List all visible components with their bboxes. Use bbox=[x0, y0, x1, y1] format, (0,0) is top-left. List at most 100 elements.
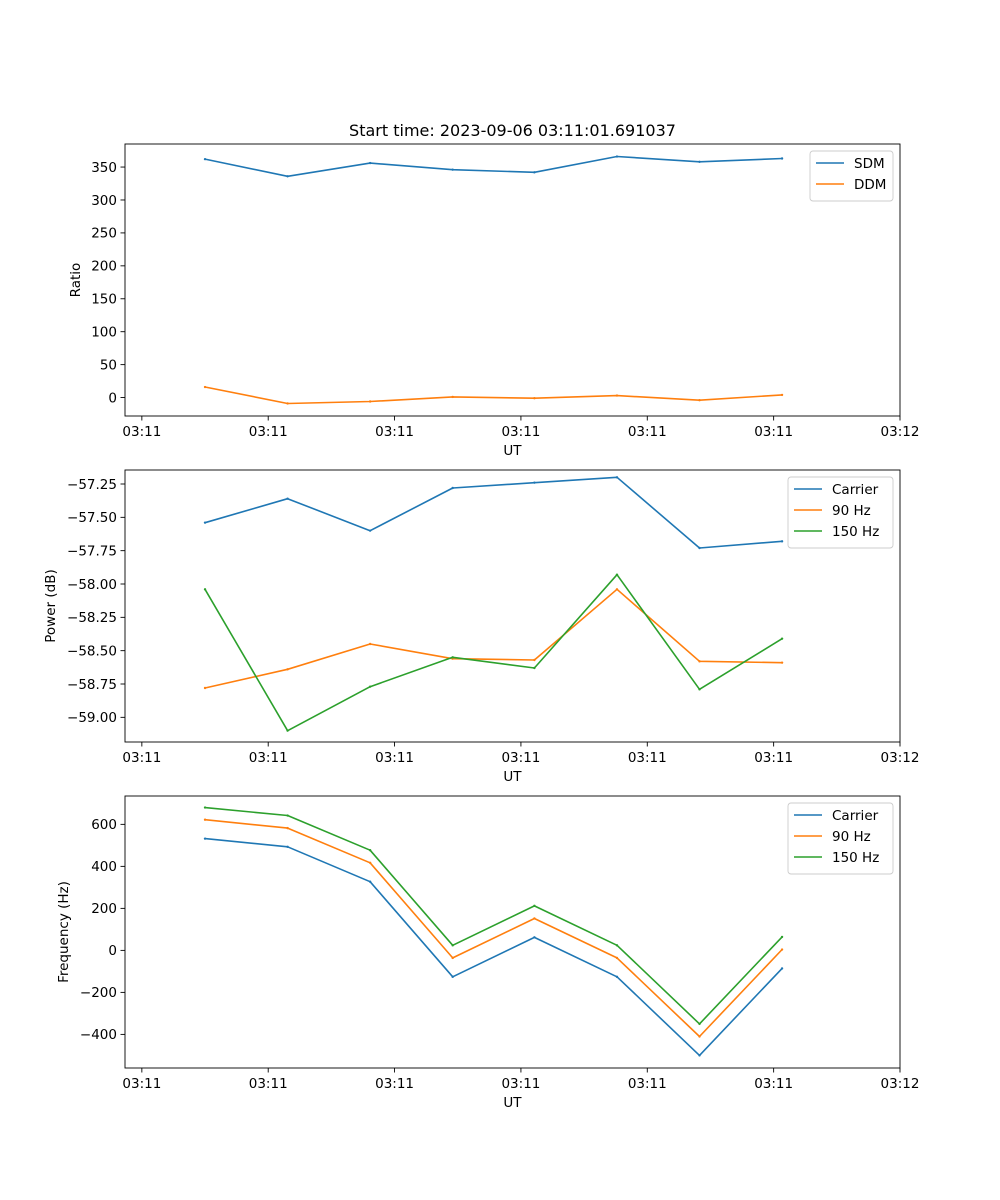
y-tick-label: 350 bbox=[91, 160, 117, 176]
data-point-sdm bbox=[698, 160, 701, 163]
data-point-150-hz bbox=[286, 729, 289, 732]
axes-frame bbox=[124, 469, 901, 743]
series-line-90-hz bbox=[204, 818, 783, 1038]
data-point-sdm bbox=[780, 157, 784, 160]
data-point-90-hz bbox=[286, 668, 289, 671]
data-point-90-hz bbox=[615, 956, 619, 960]
data-point-carrier bbox=[286, 497, 289, 500]
series-line-90-hz bbox=[204, 588, 783, 689]
data-point-carrier bbox=[286, 845, 289, 849]
x-axis-label: UT bbox=[503, 1095, 522, 1111]
data-point-90-hz bbox=[368, 861, 372, 864]
data-point-90-hz bbox=[780, 661, 784, 664]
x-tick-label: 03:11 bbox=[249, 1076, 288, 1092]
y-tick-label: 200 bbox=[91, 259, 117, 275]
data-point-90-hz bbox=[698, 1035, 701, 1038]
data-point-sdm bbox=[368, 161, 372, 165]
data-point-sdm bbox=[533, 171, 536, 174]
x-axis-label: UT bbox=[503, 443, 522, 459]
data-point-ddm bbox=[203, 385, 207, 389]
x-tick-label: 03:11 bbox=[375, 424, 414, 440]
data-point-sdm bbox=[451, 168, 454, 171]
data-point-sdm bbox=[203, 157, 207, 161]
data-point-150-hz bbox=[533, 904, 536, 908]
y-tick-label: 400 bbox=[91, 859, 117, 875]
x-tick-label: 03:11 bbox=[501, 1076, 540, 1092]
x-tick-label: 03:12 bbox=[881, 424, 920, 440]
y-axis-label: Ratio bbox=[68, 263, 84, 298]
y-tick-label: 250 bbox=[91, 226, 117, 242]
data-point-carrier bbox=[615, 476, 619, 479]
data-point-90-hz bbox=[615, 588, 619, 591]
y-tick-label: −57.75 bbox=[67, 543, 117, 559]
data-point-150-hz bbox=[615, 573, 619, 576]
data-point-ddm bbox=[451, 395, 454, 399]
y-tick-label: 100 bbox=[91, 324, 117, 340]
data-point-carrier bbox=[698, 1054, 701, 1057]
y-tick-label: −57.25 bbox=[67, 477, 117, 493]
data-point-150-hz bbox=[286, 814, 289, 817]
data-point-carrier bbox=[368, 880, 372, 883]
data-point-150-hz bbox=[203, 806, 207, 809]
data-point-ddm bbox=[533, 397, 536, 400]
data-point-ddm bbox=[698, 398, 701, 402]
data-point-carrier bbox=[780, 540, 784, 543]
x-tick-label: 03:11 bbox=[628, 424, 667, 440]
data-point-90-hz bbox=[780, 948, 784, 951]
x-tick-label: 03:11 bbox=[501, 750, 540, 766]
y-axis-label: Power (dB) bbox=[43, 569, 59, 642]
legend-label: 90 Hz bbox=[832, 503, 871, 519]
data-point-carrier bbox=[368, 529, 372, 532]
data-point-150-hz bbox=[451, 656, 454, 659]
data-point-carrier bbox=[533, 481, 536, 484]
y-tick-label: −400 bbox=[80, 1027, 117, 1043]
series-line-150-hz bbox=[204, 806, 783, 1025]
data-point-150-hz bbox=[203, 588, 207, 591]
legend-label: Carrier bbox=[832, 808, 879, 824]
data-point-sdm bbox=[615, 155, 619, 158]
subplot-1: 03:11 03:11 03:11 03:11 03:11 03:11 03:12 0 50 10… bbox=[68, 143, 920, 459]
x-tick-label: 03:11 bbox=[754, 750, 793, 766]
y-tick-label: 0 bbox=[108, 943, 117, 959]
data-point-150-hz bbox=[780, 935, 784, 939]
data-point-150-hz bbox=[615, 944, 619, 947]
legend-label: SDM bbox=[854, 156, 885, 172]
data-point-150-hz bbox=[533, 666, 536, 670]
axes-frame bbox=[124, 795, 901, 1069]
data-point-carrier bbox=[533, 936, 536, 939]
x-tick-label: 03:11 bbox=[501, 424, 540, 440]
data-point-carrier bbox=[615, 975, 619, 979]
y-tick-label: 0 bbox=[108, 390, 117, 406]
y-axis-label: Frequency (Hz) bbox=[56, 881, 72, 983]
y-tick-label: −57.50 bbox=[67, 510, 117, 526]
data-point-90-hz bbox=[533, 917, 536, 920]
data-point-90-hz bbox=[203, 686, 207, 690]
y-tick-label: −200 bbox=[80, 985, 117, 1001]
y-tick-label: −58.75 bbox=[67, 677, 117, 693]
legend-label: 150 Hz bbox=[832, 850, 879, 866]
y-tick-label: −58.50 bbox=[67, 643, 117, 659]
x-tick-label: 03:11 bbox=[249, 750, 288, 766]
data-point-carrier bbox=[780, 967, 784, 970]
x-tick-label: 03:11 bbox=[754, 424, 793, 440]
y-tick-label: −59.00 bbox=[67, 710, 117, 726]
data-point-carrier bbox=[451, 486, 454, 490]
axes-frame bbox=[124, 143, 901, 417]
series-line-carrier bbox=[204, 837, 783, 1057]
x-tick-label: 03:11 bbox=[628, 1076, 667, 1092]
y-tick-label: 150 bbox=[91, 292, 117, 308]
data-point-150-hz bbox=[368, 848, 372, 852]
x-tick-label: 03:11 bbox=[249, 424, 288, 440]
x-tick-label: 03:11 bbox=[375, 1076, 414, 1092]
legend: Carrier 90 Hz 150 Hz bbox=[787, 476, 894, 549]
x-tick-label: 03:11 bbox=[122, 1076, 161, 1092]
data-point-sdm bbox=[286, 175, 289, 178]
data-point-90-hz bbox=[286, 826, 289, 830]
legend: SDM DDM bbox=[809, 150, 894, 202]
data-point-150-hz bbox=[698, 688, 701, 691]
data-point-carrier bbox=[698, 546, 701, 550]
data-point-150-hz bbox=[368, 685, 372, 688]
data-point-90-hz bbox=[451, 956, 454, 960]
y-tick-label: 200 bbox=[91, 901, 117, 917]
figure-title: Start time: 2023-09-06 03:11:01.691037 bbox=[349, 121, 676, 140]
